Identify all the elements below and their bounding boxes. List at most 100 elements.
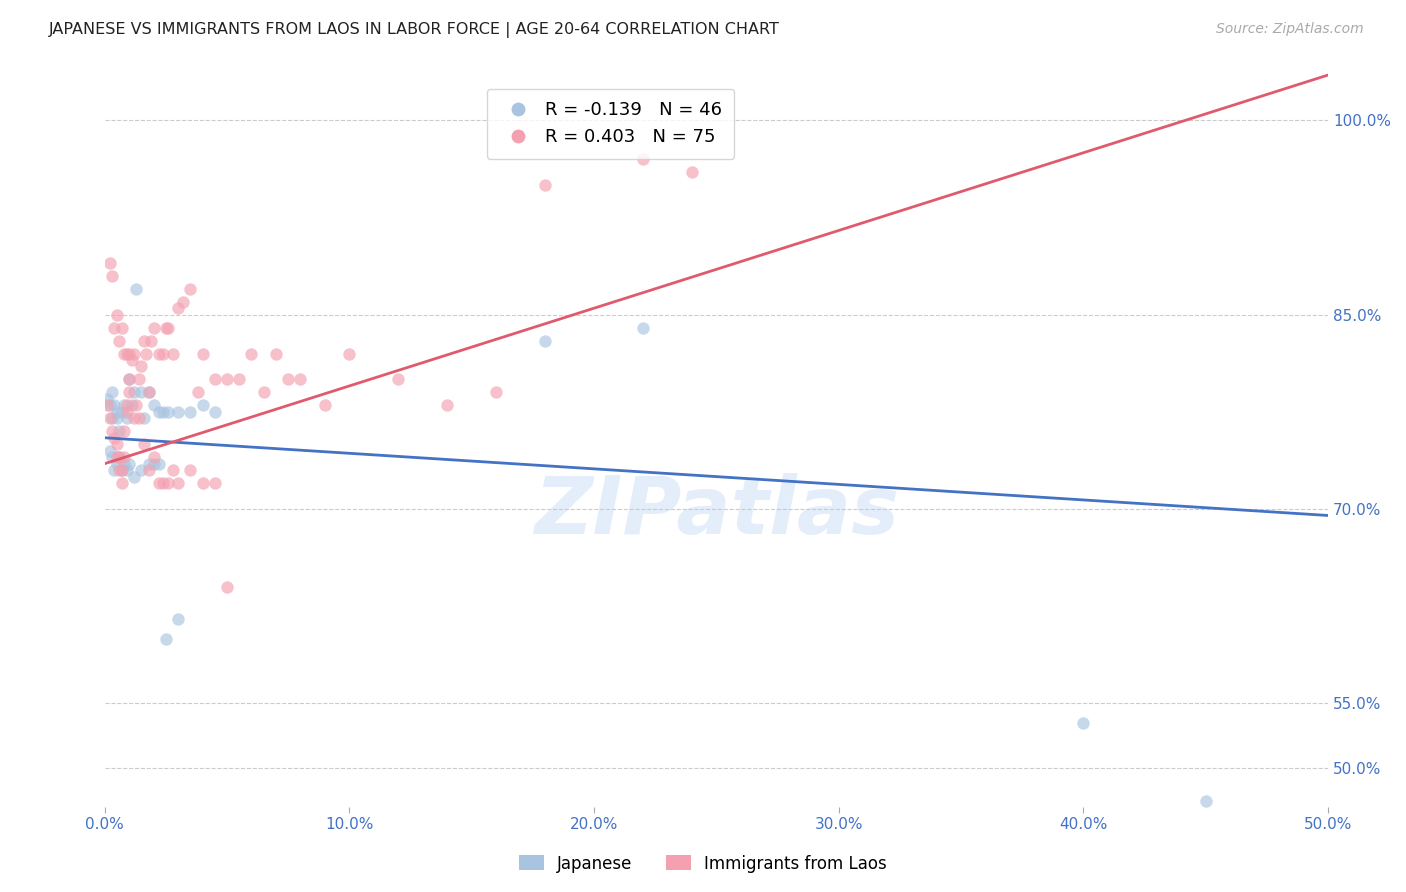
Point	[157, 320, 180, 334]
Point	[111, 405, 134, 419]
Point	[108, 334, 131, 348]
Point	[101, 450, 124, 465]
Text: Source: ZipAtlas.com: Source: ZipAtlas.com	[1216, 22, 1364, 37]
Point	[105, 437, 128, 451]
Point	[98, 443, 121, 458]
Point	[111, 463, 134, 477]
Point	[103, 463, 125, 477]
Point	[112, 424, 135, 438]
Point	[631, 320, 654, 334]
Point	[135, 346, 157, 360]
Point	[105, 457, 128, 471]
Point	[118, 372, 141, 386]
Point	[142, 450, 165, 465]
Point	[337, 346, 360, 360]
Point	[167, 405, 190, 419]
Point	[115, 405, 138, 419]
Point	[152, 405, 174, 419]
Point	[112, 457, 135, 471]
Point	[485, 385, 508, 400]
Point	[105, 308, 128, 322]
Point	[172, 294, 194, 309]
Point	[118, 385, 141, 400]
Point	[167, 476, 190, 491]
Point	[108, 424, 131, 438]
Point	[240, 346, 263, 360]
Point	[112, 398, 135, 412]
Text: ZIPatlas: ZIPatlas	[534, 473, 898, 550]
Point	[131, 359, 153, 374]
Point	[191, 346, 214, 360]
Point	[108, 450, 131, 465]
Point	[534, 334, 557, 348]
Point	[387, 372, 409, 386]
Point	[125, 398, 148, 412]
Point	[157, 405, 180, 419]
Point	[1073, 715, 1095, 730]
Point	[191, 476, 214, 491]
Point	[148, 346, 170, 360]
Point	[122, 469, 145, 483]
Point	[138, 463, 160, 477]
Point	[132, 411, 155, 425]
Point	[162, 346, 184, 360]
Point	[187, 385, 209, 400]
Point	[115, 463, 138, 477]
Point	[122, 411, 145, 425]
Point	[115, 346, 138, 360]
Point	[228, 372, 250, 386]
Point	[215, 372, 238, 386]
Point	[142, 398, 165, 412]
Point	[103, 398, 125, 412]
Point	[148, 457, 170, 471]
Point	[108, 463, 131, 477]
Point	[215, 580, 238, 594]
Point	[98, 256, 121, 270]
Point	[534, 178, 557, 193]
Point	[162, 463, 184, 477]
Point	[290, 372, 312, 386]
Point	[105, 450, 128, 465]
Point	[128, 372, 150, 386]
Point	[101, 268, 124, 283]
Point	[142, 457, 165, 471]
Point	[112, 450, 135, 465]
Point	[179, 405, 201, 419]
Point	[204, 372, 226, 386]
Point	[148, 476, 170, 491]
Point	[132, 437, 155, 451]
Point	[138, 385, 160, 400]
Point	[155, 320, 177, 334]
Point	[111, 463, 134, 477]
Point	[277, 372, 299, 386]
Point	[112, 346, 135, 360]
Point	[98, 398, 121, 412]
Point	[105, 411, 128, 425]
Point	[681, 165, 703, 179]
Point	[96, 398, 118, 412]
Point	[131, 385, 153, 400]
Point	[142, 320, 165, 334]
Point	[118, 372, 141, 386]
Point	[155, 632, 177, 646]
Point	[314, 398, 336, 412]
Point	[122, 346, 145, 360]
Point	[152, 476, 174, 491]
Point	[204, 405, 226, 419]
Point	[131, 463, 153, 477]
Point	[101, 411, 124, 425]
Point	[96, 392, 118, 406]
Point	[264, 346, 287, 360]
Legend: R = -0.139   N = 46, R = 0.403   N = 75: R = -0.139 N = 46, R = 0.403 N = 75	[486, 88, 734, 159]
Point	[111, 476, 134, 491]
Point	[1195, 793, 1218, 807]
Point	[152, 346, 174, 360]
Point	[125, 282, 148, 296]
Point	[122, 385, 145, 400]
Point	[108, 450, 131, 465]
Point	[204, 476, 226, 491]
Point	[179, 282, 201, 296]
Point	[167, 612, 190, 626]
Point	[132, 334, 155, 348]
Point	[98, 411, 121, 425]
